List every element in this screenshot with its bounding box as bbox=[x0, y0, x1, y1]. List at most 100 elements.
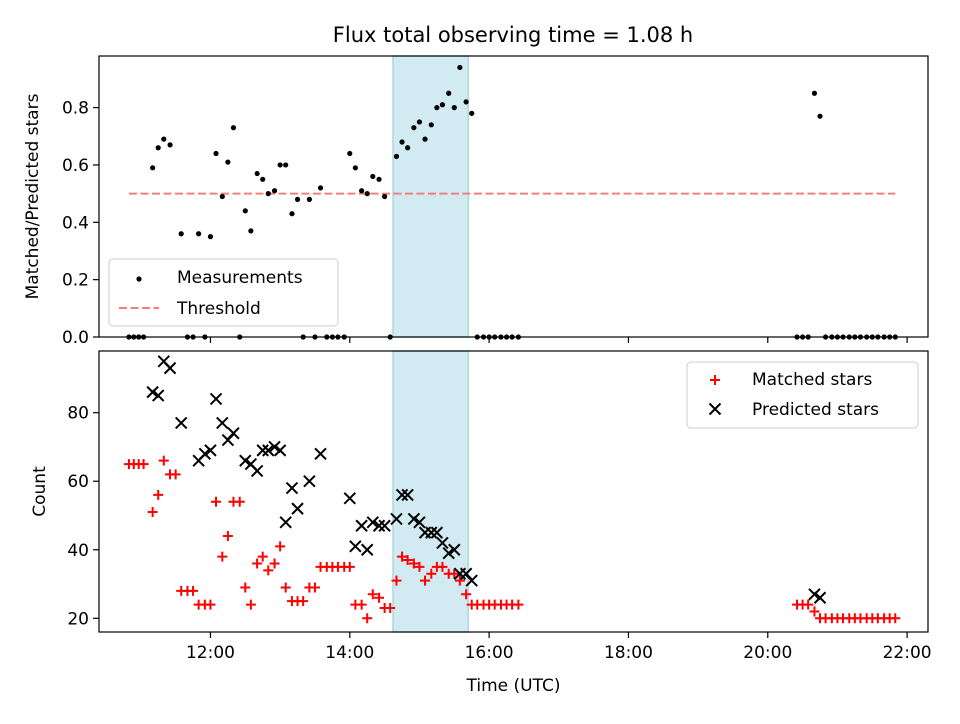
matched-stars-point bbox=[385, 603, 396, 614]
predicted-stars-point bbox=[262, 444, 275, 457]
measurement-point bbox=[283, 162, 289, 168]
matched-stars-point bbox=[222, 531, 233, 542]
predicted-stars-point bbox=[343, 492, 356, 505]
matched-stars-point bbox=[298, 596, 309, 607]
matched-stars-point bbox=[890, 613, 901, 624]
predicted-stars-point bbox=[256, 444, 269, 457]
predicted-stars-point bbox=[430, 526, 444, 539]
matched-stars-point bbox=[263, 565, 274, 576]
measurement-point bbox=[219, 193, 225, 200]
matched-stars-point bbox=[234, 496, 245, 507]
predicted-stars-point bbox=[152, 389, 165, 402]
measurement-point bbox=[463, 99, 469, 105]
matched-stars-point bbox=[153, 489, 164, 500]
legend-matched-marker bbox=[710, 375, 720, 385]
legend-threshold-label: Threshold bbox=[176, 299, 261, 319]
predicted-stars-point bbox=[355, 519, 368, 532]
measurement-point bbox=[294, 196, 301, 202]
measurement-point bbox=[207, 234, 214, 240]
measurement-point bbox=[155, 145, 161, 151]
measurement-point bbox=[359, 188, 365, 194]
y-tick-label: 40 bbox=[67, 541, 89, 561]
legend-box bbox=[686, 361, 919, 429]
matched-stars-point bbox=[240, 582, 251, 593]
predicted-stars-point bbox=[314, 447, 327, 461]
legend-measurements-label: Measurements bbox=[177, 268, 303, 288]
predicted-stars-point bbox=[239, 454, 252, 467]
y-tick-label: 60 bbox=[67, 472, 89, 492]
matched-stars-point bbox=[513, 599, 524, 610]
matched-stars-point bbox=[454, 575, 465, 586]
matched-stars-point bbox=[362, 613, 373, 624]
predicted-stars-point bbox=[303, 475, 316, 488]
y-tick-label: 0.0 bbox=[62, 328, 89, 348]
legend-predicted-marker bbox=[708, 402, 722, 416]
y-tick-label: 0.2 bbox=[62, 271, 89, 291]
matched-stars-point bbox=[245, 599, 256, 610]
predicted-stars-point bbox=[273, 444, 287, 457]
measurement-point bbox=[196, 231, 202, 237]
matched-stars-point bbox=[803, 599, 814, 610]
legend: Measurements Threshold bbox=[108, 258, 339, 327]
measurement-point bbox=[411, 125, 417, 131]
x-tick-label: 22:00 bbox=[883, 643, 932, 663]
matched-stars-point bbox=[217, 551, 228, 562]
measurement-point bbox=[225, 159, 231, 165]
y-tick-label: 0.6 bbox=[62, 156, 89, 176]
measurement-point bbox=[306, 196, 312, 202]
measurement-point bbox=[277, 162, 283, 168]
matched-stars-point bbox=[275, 541, 286, 552]
predicted-stars-point bbox=[378, 519, 391, 532]
matched-stars-point bbox=[367, 589, 378, 600]
measurement-point bbox=[317, 185, 324, 191]
predicted-stars-point bbox=[372, 519, 386, 532]
x-tick-label: 20:00 bbox=[743, 643, 792, 663]
matched-stars-point bbox=[356, 599, 367, 610]
y-tick-label: 0.4 bbox=[62, 213, 89, 233]
matched-stars-point bbox=[280, 582, 291, 593]
measurement-point bbox=[265, 191, 271, 197]
measurement-point bbox=[150, 165, 156, 171]
x-axis-label: Time (UTC) bbox=[466, 676, 561, 696]
measurement-point bbox=[271, 188, 278, 194]
predicted-stars-point bbox=[216, 416, 229, 430]
predicted-stars-point bbox=[401, 488, 414, 502]
matched-stars-point bbox=[408, 558, 419, 569]
chart-title: Flux total observing time = 1.08 h bbox=[333, 23, 693, 47]
measurement-point bbox=[428, 122, 434, 128]
matched-stars-point bbox=[138, 459, 149, 470]
axes-frame bbox=[98, 350, 929, 633]
predicted-stars-point bbox=[198, 447, 212, 461]
x-tick-label: 16:00 bbox=[465, 643, 514, 663]
predicted-stars-point bbox=[448, 543, 461, 556]
matched-stars-point bbox=[344, 561, 355, 572]
predicted-stars-point bbox=[436, 536, 449, 550]
y-axis-label: Matched/Predicted stars bbox=[23, 93, 43, 299]
predicted-stars-point bbox=[146, 385, 159, 399]
measurement-point bbox=[422, 136, 428, 142]
predicted-stars-point bbox=[395, 488, 409, 502]
measurement-point bbox=[230, 125, 237, 131]
matched-stars-point bbox=[426, 568, 437, 579]
matched-stars-point bbox=[252, 558, 263, 569]
predicted-stars-point bbox=[413, 516, 426, 529]
measurement-point bbox=[416, 119, 423, 125]
measurement-point bbox=[347, 150, 353, 157]
top-panel-ratio: 0.0 0.2 0.4 0.6 0.8 Matched/Predicted stars Me… bbox=[23, 55, 929, 348]
measurement-point bbox=[248, 228, 254, 234]
matched-stars-point bbox=[449, 568, 460, 579]
axes-frame bbox=[98, 55, 929, 338]
highlight-span bbox=[392, 55, 469, 338]
matched-stars-point bbox=[397, 551, 408, 562]
x-tick-label: 12:00 bbox=[186, 643, 235, 663]
measurement-point bbox=[242, 208, 248, 214]
measurement-point bbox=[178, 231, 184, 237]
measurement-point bbox=[469, 110, 475, 116]
measurement-point bbox=[439, 102, 446, 108]
bottom-panel-count: 20 40 60 80 12:00 14:00 16:00 18:00 20:00 22:00 Co… bbox=[30, 350, 932, 696]
x-tick-label: 18:00 bbox=[604, 643, 653, 663]
measurement-point bbox=[167, 142, 173, 148]
predicted-stars-point bbox=[425, 526, 438, 539]
